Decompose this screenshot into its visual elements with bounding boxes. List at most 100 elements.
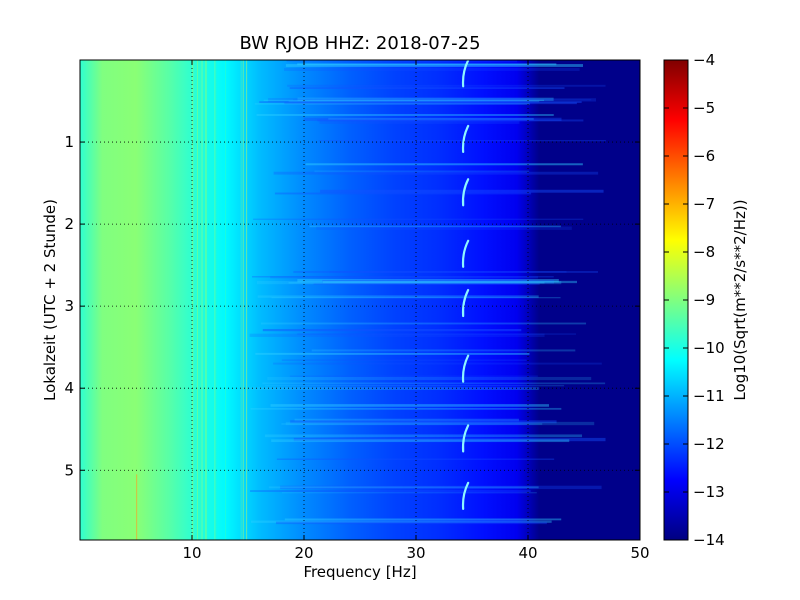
heatmap-vertical-line — [197, 60, 199, 540]
heatmap-vertical-line — [205, 60, 207, 540]
heatmap-stripe — [276, 521, 547, 525]
heatmap-stripe — [273, 362, 602, 365]
arc-artifact — [461, 354, 470, 383]
heatmap-stripe — [270, 276, 539, 279]
x-tick-label: 10 — [182, 544, 201, 562]
y-axis: 1 2 3 4 5 — [64, 133, 640, 479]
heatmap-stripe — [255, 352, 530, 355]
heatmap-stripe — [288, 282, 545, 284]
heatmap-stripes — [136, 60, 606, 540]
heatmap-stripe — [276, 458, 555, 460]
y-tick-label: 1 — [64, 133, 74, 151]
colorbar: −4 −5 −6 −7 −8 −9 −10 −11 −12 −13 −14 Log10(Sqrt(m… — [663, 51, 749, 549]
plot-area — [79, 59, 641, 541]
heatmap-vertical-line — [214, 60, 216, 540]
heatmap-vertical-line — [197, 60, 199, 540]
heatmap-stripe — [328, 117, 534, 121]
heatmap-stripe — [316, 226, 572, 230]
colorbar-tick-label: −7 — [693, 195, 715, 213]
heatmap-stripe — [284, 518, 562, 521]
heatmap-stripe — [264, 384, 565, 387]
heatmap-stripe — [282, 492, 537, 494]
heatmap-stripe — [270, 404, 550, 407]
arc-artifact — [461, 178, 470, 207]
heatmap-stripe — [260, 322, 587, 325]
heatmap-stripe — [297, 333, 577, 335]
grid-lines — [80, 60, 640, 540]
heatmap-stripe — [249, 333, 545, 337]
heatmap-stripe — [252, 276, 554, 278]
colorbar-label: Log10(Sqrt(m**2/s**2/Hz)) — [731, 199, 749, 400]
heatmap-stripe — [274, 192, 532, 195]
heatmap-vertical-line — [136, 474, 138, 540]
heatmap-stripe — [256, 281, 562, 285]
heatmap-stripe — [311, 349, 576, 352]
heatmap-stripe — [293, 270, 598, 273]
heatmap-stripe — [314, 170, 530, 173]
heatmap-stripe — [250, 490, 531, 492]
heatmap-stripe — [256, 114, 554, 116]
heatmap-stripe — [250, 407, 562, 410]
heatmap-stripe — [254, 102, 530, 105]
heatmap-stripe — [305, 163, 583, 166]
x-axis-label: Frequency [Hz] — [303, 563, 416, 581]
heatmap-stripe — [262, 328, 522, 332]
arc-artifact — [461, 481, 470, 510]
heatmap-stripe — [294, 418, 519, 422]
heatmap-stripe — [289, 375, 538, 377]
heatmap-stripe — [289, 87, 565, 89]
heatmap-stripe — [290, 420, 557, 424]
colorbar-ticks: −4 −5 −6 −7 −8 −9 −10 −11 −12 −13 −14 — [664, 51, 725, 549]
heatmap-vertical-line — [246, 60, 248, 540]
heatmap-vertical-line — [215, 60, 217, 540]
plot-frame — [79, 59, 641, 541]
heatmap-stripe — [320, 189, 604, 193]
heatmap-stripe — [285, 421, 595, 426]
colorbar-tick-label: −12 — [693, 435, 725, 453]
heatmap-stripe — [297, 63, 557, 66]
colorbar-tick-label: −4 — [693, 51, 715, 69]
heatmap-stripe — [297, 97, 554, 101]
arc-artifact — [461, 288, 470, 318]
heatmap-stripe — [281, 359, 527, 361]
heatmap-stripe — [318, 140, 606, 142]
x-tick-label: 30 — [406, 544, 425, 562]
heatmap-vertical-line — [192, 60, 194, 540]
y-tick-label: 5 — [64, 461, 74, 479]
heatmap-stripe — [268, 98, 597, 102]
arc-artifact — [461, 60, 470, 88]
heatmap-stripe — [257, 295, 539, 298]
x-tick-label: 20 — [294, 544, 313, 562]
heatmap-stripe — [322, 280, 555, 284]
x-tick-label: 50 — [630, 544, 649, 562]
heatmap-stripe — [317, 119, 584, 122]
colorbar-tick-label: −14 — [693, 531, 725, 549]
heatmap-stripe — [267, 376, 592, 381]
heatmap-stripe — [281, 423, 543, 425]
heatmap-vertical-line — [199, 60, 201, 540]
heatmap-stripe — [262, 382, 606, 385]
heatmap-stripe — [288, 100, 540, 103]
heatmap-stripe — [259, 101, 582, 103]
heatmap-vertical-line — [204, 60, 206, 540]
colorbar-tick-label: −10 — [693, 339, 725, 357]
colorbar-tick-label: −8 — [693, 243, 715, 261]
heatmap-stripe — [284, 102, 577, 105]
arc-artifact — [461, 424, 470, 453]
heatmap-stripe — [286, 60, 518, 63]
heatmap-stripe — [293, 99, 592, 101]
arc-artifact — [461, 239, 470, 268]
y-tick-label: 3 — [64, 297, 74, 315]
heatmap-stripe — [271, 439, 570, 443]
colorbar-tick-label: −6 — [693, 147, 715, 165]
colorbar-tick-label: −13 — [693, 483, 725, 501]
chart-title: BW RJOB HHZ: 2018-07-25 — [239, 33, 480, 54]
heatmap-vertical-line — [205, 60, 207, 540]
heatmap-stripe — [313, 283, 540, 285]
colorbar-tick-label: −5 — [693, 99, 715, 117]
arc-artifacts — [461, 60, 470, 510]
heatmap-stripe — [322, 280, 578, 284]
heatmap-stripe — [271, 297, 561, 299]
heatmap-stripe — [293, 437, 606, 442]
